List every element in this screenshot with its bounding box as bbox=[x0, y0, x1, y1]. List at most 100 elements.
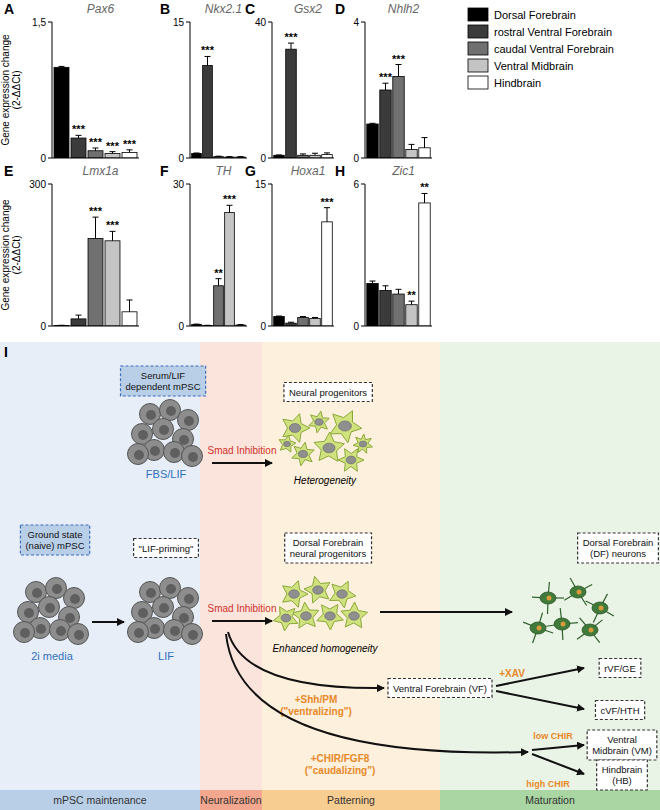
error-bar bbox=[300, 154, 306, 155]
significance: *** bbox=[89, 205, 103, 217]
node-box: Ground state(naive) mPSC bbox=[20, 525, 89, 555]
cell bbox=[164, 442, 185, 463]
bar bbox=[192, 153, 202, 158]
neuron-body bbox=[570, 586, 586, 598]
error-bar bbox=[76, 135, 82, 138]
chart-title: Pax6 bbox=[87, 2, 115, 16]
node-label: Dorsal Forebrain bbox=[583, 537, 654, 548]
stage-bar bbox=[200, 790, 262, 810]
error-bar bbox=[216, 156, 222, 157]
tick-mark bbox=[361, 158, 365, 159]
x-axis bbox=[365, 326, 432, 327]
node-box: Serum/LIFdependent mPSC bbox=[121, 366, 206, 396]
nucleus bbox=[166, 584, 176, 594]
error-bar bbox=[216, 279, 222, 286]
bar bbox=[71, 319, 86, 326]
nucleus bbox=[359, 441, 367, 447]
node-label: (naive) mPSC bbox=[25, 540, 84, 551]
arrow bbox=[228, 632, 384, 688]
error-bar bbox=[383, 286, 389, 291]
y-axis bbox=[365, 22, 366, 158]
nucleus bbox=[138, 430, 148, 440]
x-axis bbox=[272, 158, 334, 159]
error-cap bbox=[312, 153, 318, 154]
panel-letter: E bbox=[4, 163, 13, 179]
bar bbox=[419, 148, 430, 158]
x-axis bbox=[190, 158, 247, 159]
error-stem bbox=[398, 289, 399, 294]
bars bbox=[192, 205, 246, 326]
chart-panel: HZic106**** bbox=[335, 163, 432, 332]
legend: Dorsal Forebrainrostral Ventral Forebrai… bbox=[468, 8, 614, 89]
node-frame bbox=[121, 366, 206, 396]
chart-panel: CGsx2040*** bbox=[245, 1, 334, 164]
nucleus bbox=[349, 612, 360, 620]
node-frame bbox=[587, 730, 657, 760]
node-box: Dorsal Forebrain(DF) neurons bbox=[578, 533, 659, 563]
error-bar bbox=[238, 324, 244, 325]
nucleus bbox=[589, 628, 594, 633]
error-stem bbox=[112, 231, 113, 240]
error-stem bbox=[78, 315, 79, 319]
arrow bbox=[380, 611, 512, 613]
tick-mark bbox=[186, 158, 190, 159]
error-bar bbox=[312, 317, 318, 319]
error-bar bbox=[422, 138, 428, 148]
error-cap bbox=[383, 285, 389, 286]
node-frame bbox=[597, 760, 648, 790]
arrow bbox=[532, 745, 584, 750]
tick-label: 15 bbox=[173, 17, 185, 28]
stage-label: Patterning bbox=[327, 794, 375, 806]
nucleus bbox=[298, 450, 307, 457]
step-label: +Shh/PM bbox=[295, 694, 338, 705]
nucleus bbox=[289, 590, 300, 598]
tick-label: 30 bbox=[173, 179, 185, 190]
tick-mark bbox=[48, 22, 52, 23]
error-bar bbox=[370, 123, 376, 125]
media-label: 2i media bbox=[31, 650, 73, 662]
y-axis bbox=[365, 184, 366, 326]
error-stem bbox=[398, 65, 399, 77]
error-stem bbox=[327, 208, 328, 222]
node-label: Hindbrain bbox=[602, 764, 643, 775]
progenitor-cell bbox=[279, 435, 296, 452]
neuron-cluster bbox=[523, 578, 614, 643]
bars bbox=[274, 208, 333, 326]
node-frame bbox=[599, 659, 641, 678]
progenitor-cell bbox=[330, 581, 356, 607]
bar bbox=[274, 317, 285, 326]
bars bbox=[367, 65, 430, 159]
error-bar bbox=[324, 208, 330, 222]
error-bar bbox=[288, 322, 294, 324]
error-bar bbox=[370, 281, 376, 283]
stage-label: Maturation bbox=[525, 794, 575, 806]
error-bar bbox=[194, 153, 200, 154]
error-bar bbox=[276, 316, 282, 317]
neuron-body bbox=[582, 624, 598, 636]
neuron-body bbox=[554, 618, 570, 630]
error-stem bbox=[291, 43, 292, 49]
neuron-body bbox=[540, 592, 556, 604]
error-cap bbox=[238, 156, 244, 157]
nucleus bbox=[547, 596, 552, 601]
nucleus bbox=[188, 452, 198, 462]
panel-letter: F bbox=[160, 163, 169, 179]
nucleus bbox=[134, 628, 144, 638]
error-stem bbox=[411, 144, 412, 149]
cell bbox=[14, 622, 35, 643]
error-cap bbox=[216, 156, 222, 157]
panel-letter: I bbox=[4, 344, 8, 360]
stage-background bbox=[0, 342, 200, 790]
bars bbox=[192, 56, 246, 158]
arrow bbox=[496, 668, 584, 686]
tick-label: 15 bbox=[255, 179, 267, 190]
error-cap bbox=[312, 317, 318, 318]
error-stem bbox=[385, 286, 386, 291]
error-cap bbox=[59, 66, 65, 67]
error-cap bbox=[276, 316, 282, 317]
axis-label: Gene expression change bbox=[0, 34, 11, 146]
error-bar bbox=[396, 65, 402, 77]
axis-label: Gene expression change bbox=[0, 199, 11, 311]
bar bbox=[406, 305, 417, 326]
x-axis bbox=[52, 326, 139, 327]
